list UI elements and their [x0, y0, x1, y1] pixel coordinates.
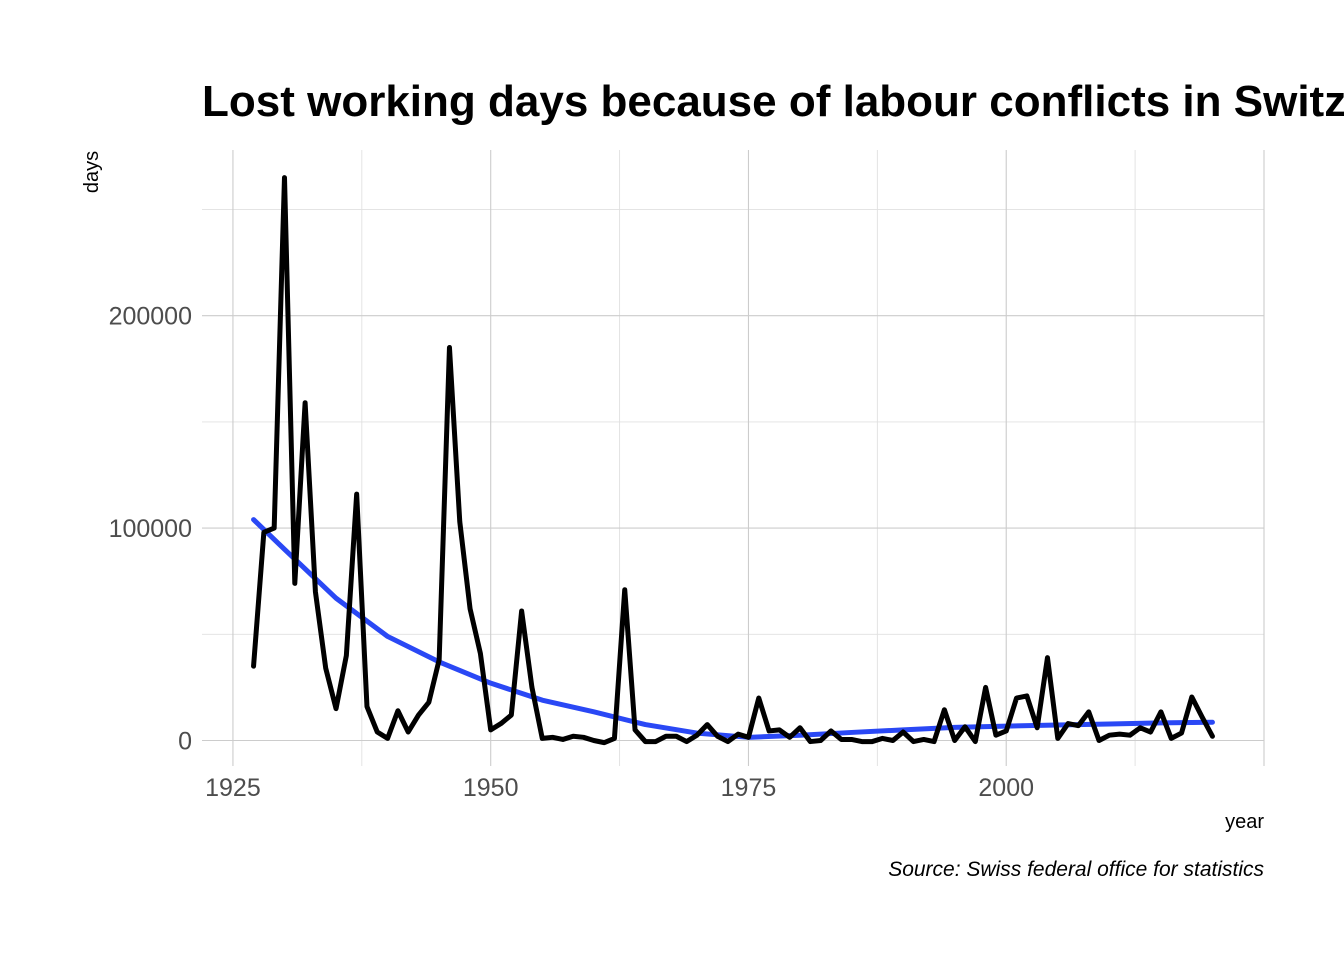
- y-tick-label: 100000: [109, 515, 192, 543]
- x-tick-label: 2000: [978, 774, 1034, 802]
- gridlines: [202, 150, 1265, 766]
- x-axis-label: year: [1225, 811, 1264, 833]
- x-tick-label: 1950: [463, 774, 519, 802]
- chart-title: Lost working days because of labour conf…: [202, 77, 1344, 126]
- y-axis-label: days: [81, 151, 103, 193]
- trend-line: [251, 517, 1215, 740]
- series-lines: [251, 175, 1215, 746]
- y-tick-label: 0: [178, 728, 192, 756]
- x-tick-label: 1925: [205, 774, 261, 802]
- y-tick-labels: 0 100000 200000: [109, 303, 192, 756]
- lost-days-line: [251, 175, 1215, 746]
- source-caption: Source: Swiss federal office for statist…: [888, 858, 1264, 881]
- x-tick-label: 1975: [721, 774, 777, 802]
- x-tick-labels: 1925 1950 1975 2000: [205, 774, 1034, 802]
- y-tick-label: 200000: [109, 303, 192, 331]
